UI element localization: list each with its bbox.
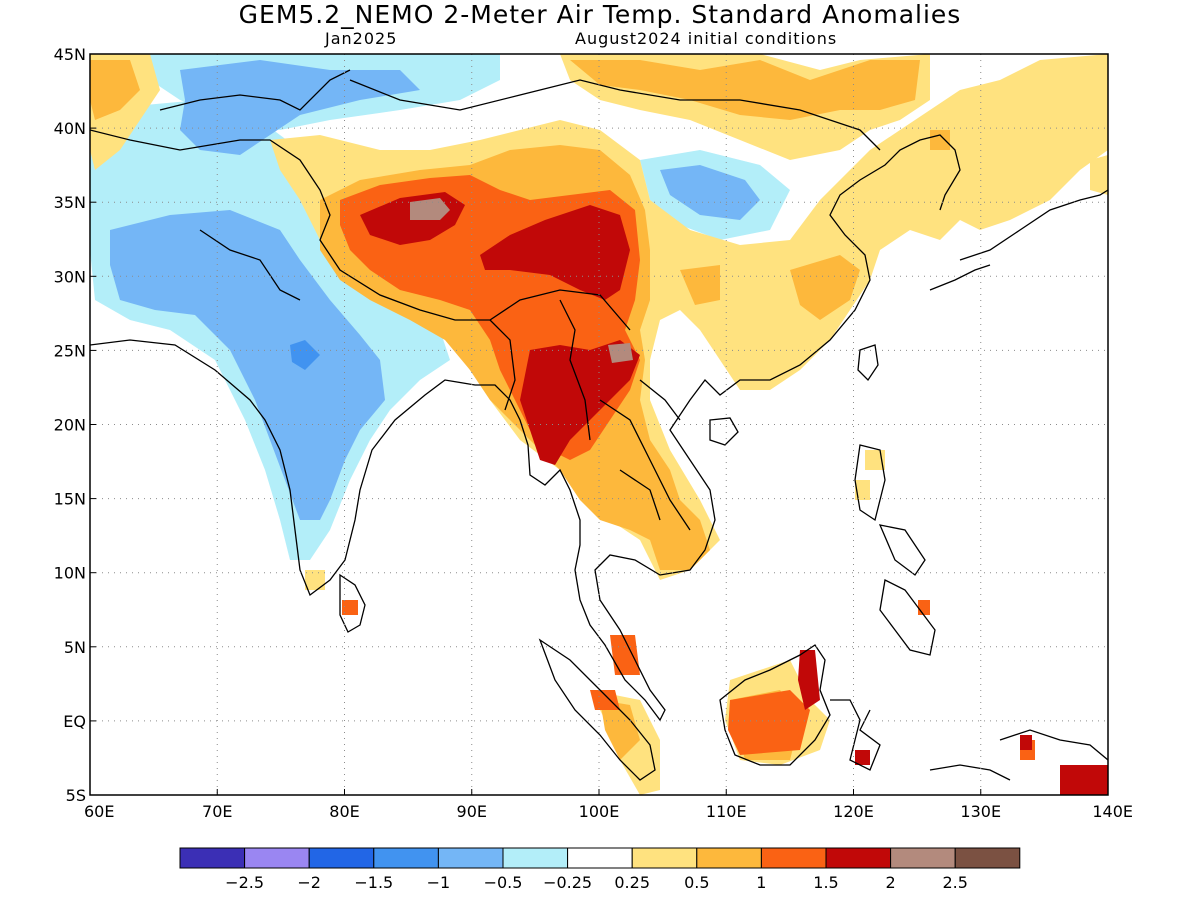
longitude-label: 80E	[329, 802, 359, 821]
colorbar-swatch	[825, 847, 892, 869]
longitude-label: 90E	[457, 802, 487, 821]
colorbar-swatch	[308, 847, 375, 869]
colorbar-swatch	[437, 847, 504, 869]
longitude-label: 60E	[84, 802, 114, 821]
colorbar-label: −1.5	[354, 873, 393, 892]
colorbar-label: −2	[297, 873, 321, 892]
colorbar-swatch	[760, 847, 827, 869]
longitude-label: 120E	[833, 802, 874, 821]
forecast-month: Jan2025	[325, 29, 398, 48]
colorbar-label: −0.25	[543, 873, 592, 892]
latitude-label: 30N	[54, 267, 86, 286]
map-title: GEM5.2_NEMO 2-Meter Air Temp. Standard A…	[238, 0, 962, 29]
latitude-label: 45N	[54, 45, 86, 64]
latitude-label: 15N	[54, 490, 86, 509]
colorbar-label: −2.5	[225, 873, 264, 892]
colorbar-swatch	[179, 847, 246, 869]
colorbar-label: 1.5	[813, 873, 838, 892]
longitude-label: 140E	[1092, 802, 1133, 821]
longitude-labels: 60E 70E 80E 90E 100E 110E 120E 130E 140E	[84, 789, 1133, 821]
colorbar-label: 0.5	[684, 873, 709, 892]
colorbar-label: 0.25	[614, 873, 650, 892]
latitude-label: 10N	[54, 564, 86, 583]
coastlines	[90, 69, 1108, 781]
latitude-label: 40N	[54, 119, 86, 138]
longitude-label: 70E	[202, 802, 232, 821]
latitude-label: 5N	[64, 638, 86, 657]
latitude-label: 5S	[66, 786, 86, 805]
longitude-label: 110E	[706, 802, 747, 821]
latitude-labels: 45N 40N 35N 30N 25N 20N 15N 10N 5N EQ 5S	[54, 45, 96, 805]
colorbar-swatch	[890, 847, 956, 869]
colorbar-label: 2	[886, 873, 896, 892]
colorbar-swatch	[373, 847, 439, 869]
latitude-label: 25N	[54, 341, 86, 360]
colorbar-swatch	[696, 847, 762, 869]
anomaly-shading	[90, 54, 1108, 795]
latitude-label: 20N	[54, 416, 86, 435]
colorbar-label: 2.5	[942, 873, 967, 892]
colorbar-swatch	[631, 847, 698, 869]
colorbar-label: 1	[756, 873, 766, 892]
colorbar-swatch	[244, 847, 310, 869]
longitude-label: 100E	[579, 802, 620, 821]
longitude-label: 130E	[960, 802, 1001, 821]
colorbar-swatch	[502, 847, 569, 869]
colorbar: −2.5 −2 −1.5 −1 −0.5 −0.25 0.25 0.5 1 1.5 2 2.5	[179, 847, 1021, 892]
latitude-label: 35N	[54, 193, 86, 212]
latitude-label: EQ	[63, 712, 86, 731]
colorbar-label: −0.5	[484, 873, 523, 892]
initial-conditions: August2024 initial conditions	[575, 29, 838, 48]
colorbar-swatch	[567, 847, 633, 869]
colorbar-swatch	[954, 847, 1021, 869]
colorbar-label: −1	[427, 873, 451, 892]
